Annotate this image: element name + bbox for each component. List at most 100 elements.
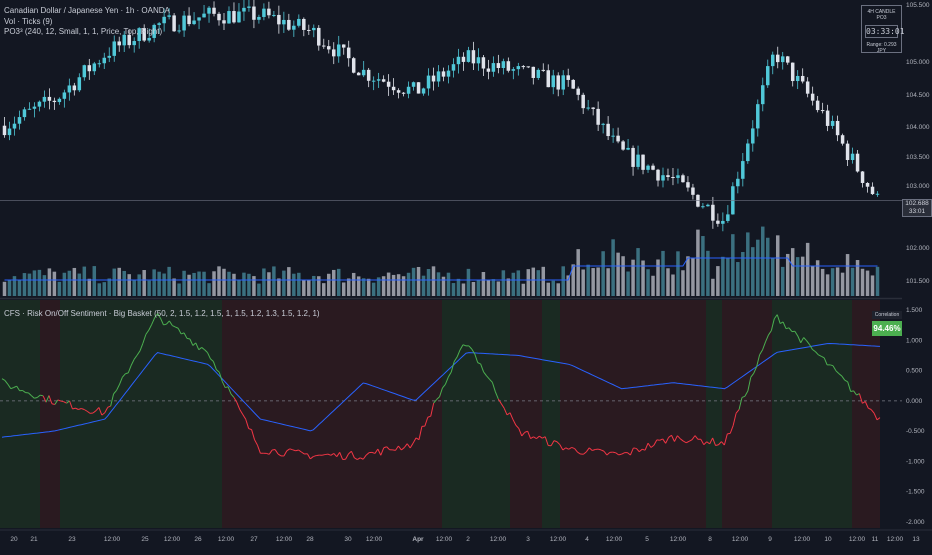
volume-bar (13, 276, 16, 296)
volume-bar (417, 267, 420, 296)
candle (472, 50, 475, 63)
time-axis-label: 23 (68, 536, 76, 543)
volume-bar (217, 266, 220, 296)
candle (776, 55, 779, 62)
volume-bar (307, 280, 310, 296)
time-axis-label: 2 (466, 536, 470, 543)
candle (187, 16, 190, 24)
volume-bar (347, 278, 350, 296)
candle (372, 81, 375, 82)
volume-bar (68, 271, 71, 296)
volume-bar (18, 280, 21, 296)
volume-bar (831, 268, 834, 296)
volume-bar (606, 268, 609, 296)
volume-bar (836, 267, 839, 296)
candle (237, 12, 240, 23)
volume-bar (701, 236, 704, 296)
volume-bar (367, 279, 370, 296)
candle (701, 206, 704, 207)
volume-bar (796, 257, 799, 296)
time-axis-label: 28 (306, 536, 314, 543)
volume-bar (262, 268, 265, 296)
candle (477, 57, 480, 63)
volume-bar (741, 252, 744, 296)
time-axis-label: 12:00 (436, 536, 453, 543)
volume-bar (202, 272, 205, 296)
po3-indicator-label[interactable]: PO3³ (240, 12, Small, 1, 1, Price, Top, … (4, 27, 170, 38)
volume-bar (472, 282, 475, 296)
volume-bar (292, 274, 295, 296)
candle (202, 14, 205, 18)
volume-bar (751, 247, 754, 296)
candle (252, 7, 255, 20)
candle (232, 11, 235, 22)
candle (272, 15, 275, 16)
candle (88, 65, 91, 71)
candle (247, 7, 250, 8)
volume-bar (761, 227, 764, 296)
symbol-title[interactable]: Canadian Dollar / Japanese Yen · 1h · OA… (4, 6, 170, 17)
volume-bar (726, 258, 729, 296)
volume-bar (312, 276, 315, 296)
candle (28, 109, 31, 110)
candle (876, 194, 879, 195)
volume-bar (626, 271, 629, 296)
volume-bar (207, 283, 210, 296)
candle (172, 15, 175, 31)
volume-bar (38, 270, 41, 296)
sentiment-indicator-label[interactable]: CFS · Risk On/Off Sentiment · Big Basket… (4, 309, 320, 320)
candle (791, 63, 794, 81)
candle (3, 126, 6, 135)
time-axis-label: 12:00 (606, 536, 623, 543)
volume-bar (387, 273, 390, 296)
volume-bar (781, 267, 784, 296)
candle (836, 121, 839, 135)
current-price-value: 102.688 (903, 200, 931, 208)
candle (357, 73, 360, 76)
correlation-label: Correlation (872, 311, 902, 319)
candle (242, 8, 245, 12)
candle (382, 79, 385, 81)
candle (671, 177, 674, 178)
volume-bar (636, 248, 639, 296)
volume-bar (492, 279, 495, 296)
volume-indicator-label[interactable]: Vol · Ticks (9) (4, 17, 170, 28)
candle (117, 41, 120, 45)
volume-bar (437, 272, 440, 296)
volume-bar (83, 267, 86, 296)
price-axis-label: 105.500 (906, 2, 930, 9)
candle (801, 76, 804, 82)
sentiment-axis-label: 0.000 (906, 398, 923, 405)
volume-bar (3, 282, 6, 296)
candle (462, 57, 465, 62)
volume-bar (452, 283, 455, 296)
volume-bar (576, 249, 579, 296)
candle (621, 141, 624, 149)
candle (821, 110, 824, 111)
candle (556, 75, 559, 89)
candle (551, 75, 554, 87)
sentiment-axis-label: -1.500 (906, 489, 925, 496)
candle (212, 8, 215, 14)
candle (691, 188, 694, 195)
volume-bar (457, 279, 460, 296)
candle (457, 57, 460, 64)
po3-box-title: 4H CANDLE PO3 (862, 6, 901, 21)
candle (327, 46, 330, 49)
volume-bar (671, 274, 674, 296)
time-axis-label: 12:00 (794, 536, 811, 543)
volume-bar (756, 240, 759, 296)
volume-bar (187, 275, 190, 296)
volume-bar (861, 269, 864, 296)
time-axis-label: 12:00 (887, 536, 904, 543)
volume-bar (137, 274, 140, 296)
candle (23, 109, 26, 117)
price-axis-label: 105.000 (906, 59, 930, 66)
candle (417, 82, 420, 93)
price-axis-bg[interactable] (902, 0, 932, 530)
volume-bar (681, 270, 684, 296)
volume-bar (661, 251, 664, 296)
candle (656, 170, 659, 181)
